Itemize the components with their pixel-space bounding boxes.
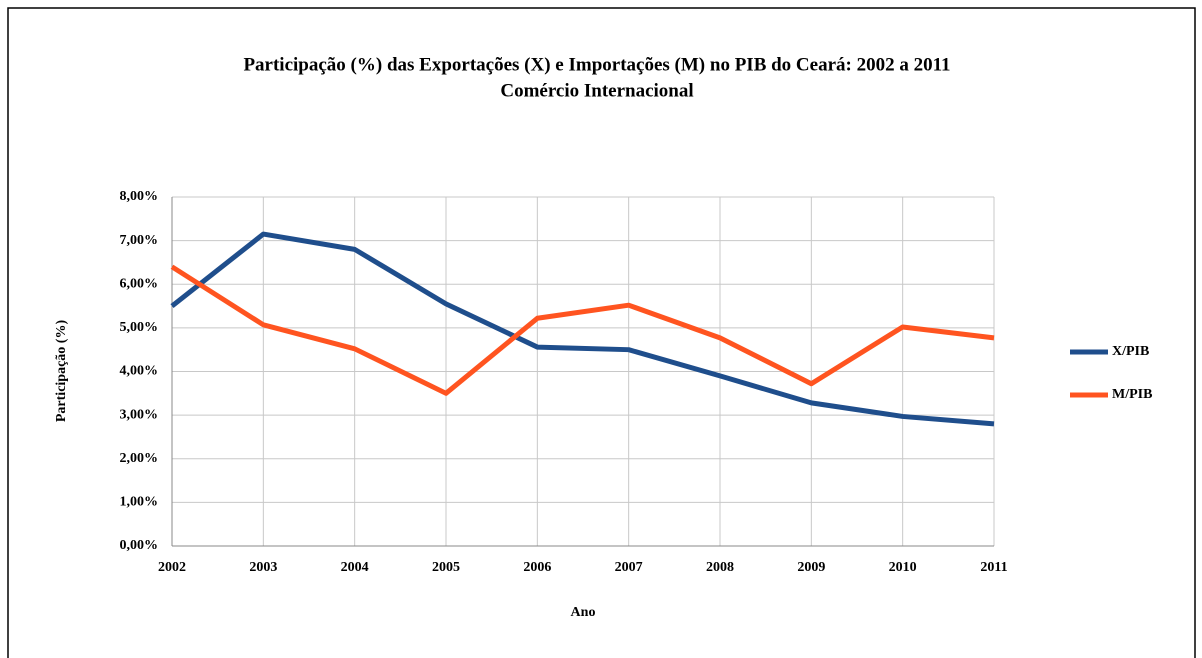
x-tick-label: 2007 bbox=[615, 560, 643, 575]
frame bbox=[7, 7, 1196, 658]
y-tick-label: 5,00% bbox=[120, 320, 159, 335]
y-tick-label: 3,00% bbox=[120, 407, 159, 422]
y-tick-label: 1,00% bbox=[120, 495, 159, 510]
x-tick-label: 2008 bbox=[706, 560, 734, 575]
x-tick-label: 2011 bbox=[980, 560, 1007, 575]
y-tick-label: 4,00% bbox=[120, 364, 159, 379]
chart-subtitle: Comércio Internacional bbox=[500, 80, 693, 101]
series-line bbox=[170, 264, 995, 396]
y-tick-label: 0,00% bbox=[120, 538, 159, 553]
legend-label: X/PIB bbox=[1112, 344, 1149, 359]
x-axis-label: Ano bbox=[571, 605, 596, 620]
y-tick-label: 7,00% bbox=[120, 233, 159, 248]
x-tick-label: 2010 bbox=[889, 560, 917, 575]
y-tick-label: 8,00% bbox=[120, 189, 159, 204]
x-tick-label: 2003 bbox=[249, 560, 277, 575]
x-tick-label: 2002 bbox=[158, 560, 186, 575]
x-tick-label: 2006 bbox=[523, 560, 551, 575]
y-tick-label: 6,00% bbox=[120, 276, 159, 291]
series-line bbox=[170, 231, 995, 427]
y-axis-label: Participação (%) bbox=[54, 320, 69, 423]
x-tick-label: 2004 bbox=[341, 560, 369, 575]
chart-title: Participação (%) das Exportações (X) e I… bbox=[243, 54, 950, 75]
legend-label: M/PIB bbox=[1112, 387, 1152, 402]
y-tick-label: 2,00% bbox=[120, 451, 159, 466]
x-tick-label: 2009 bbox=[797, 560, 825, 575]
x-tick-label: 2005 bbox=[432, 560, 460, 575]
